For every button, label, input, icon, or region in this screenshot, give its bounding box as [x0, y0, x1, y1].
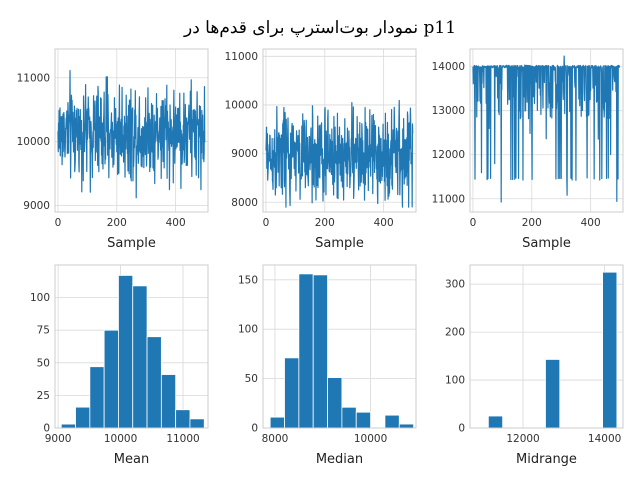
y-tick-label: 100 — [30, 292, 50, 304]
y-tick-label: 300 — [445, 279, 465, 291]
histogram-bar — [398, 423, 415, 429]
y-tick-label: 8000 — [231, 197, 258, 209]
histogram-bar — [341, 406, 357, 429]
histogram-bar — [175, 409, 191, 429]
histogram-bar — [146, 336, 162, 429]
axes-frame — [262, 264, 417, 429]
y-tick-label: 13000 — [432, 105, 465, 117]
y-tick-label: 9000 — [23, 200, 50, 212]
subplot-3: 0 200 400 11000 12000 13000 14000 Sample — [432, 48, 624, 251]
axes-frame — [262, 48, 417, 213]
axes-frame — [54, 48, 209, 213]
series-line — [472, 55, 621, 203]
histogram-bar — [189, 418, 205, 429]
y-tick-label: 9000 — [231, 148, 258, 160]
series-line — [265, 99, 414, 208]
x-tick-label: 11000 — [166, 433, 199, 445]
y-tick-label: 150 — [238, 274, 258, 286]
axes-frame — [54, 264, 209, 429]
y-tick-label: 100 — [445, 375, 465, 387]
histogram-bar — [89, 366, 105, 429]
x-tick-label: 14000 — [588, 433, 621, 445]
y-tick-label: 14000 — [432, 61, 465, 73]
histogram-bar — [75, 406, 91, 429]
y-tick-label: 0 — [251, 423, 258, 435]
x-tick-label: 400 — [166, 217, 186, 229]
x-tick-label: 400 — [581, 217, 601, 229]
histogram-bar — [160, 374, 177, 429]
subplot-4: 9000 10000 11000 0 25 50 75 100 Mean — [30, 264, 209, 467]
x-tick-label: 0 — [470, 217, 477, 229]
y-tick-label: 10000 — [225, 99, 258, 111]
x-tick-label: 200 — [315, 217, 335, 229]
histogram-bar — [545, 359, 561, 429]
subplot-5: 8000 10000 0 50 100 150 Median — [238, 264, 417, 467]
histogram-bar — [312, 274, 328, 429]
x-tick-label: 12000 — [506, 433, 539, 445]
y-tick-label: 11000 — [225, 51, 258, 63]
x-tick-label: 10000 — [104, 433, 137, 445]
x-axis-label: Midrange — [516, 452, 577, 467]
x-tick-label: 400 — [374, 217, 394, 229]
histogram-bar — [487, 415, 504, 429]
histogram-bar — [298, 273, 314, 429]
axes-frame — [469, 264, 624, 429]
subplot-2: 0 200 400 8000 9000 10000 11000 Sample — [225, 48, 417, 251]
histogram-bar — [355, 411, 371, 429]
x-tick-label: 10000 — [354, 433, 387, 445]
y-tick-label: 0 — [458, 423, 465, 435]
series-line — [57, 69, 206, 199]
histogram-bar — [602, 271, 618, 429]
histogram-bar — [103, 329, 119, 429]
y-tick-label: 11000 — [17, 72, 50, 84]
y-tick-label: 50 — [37, 357, 50, 369]
y-tick-label: 100 — [238, 324, 258, 336]
x-tick-label: 200 — [522, 217, 542, 229]
y-tick-label: 12000 — [432, 149, 465, 161]
y-tick-label: 10000 — [17, 136, 50, 148]
x-tick-label: 8000 — [262, 433, 289, 445]
subplot-1: 0 200 400 9000 10000 11000 Sample — [17, 48, 209, 251]
histogram-bar — [327, 377, 343, 429]
x-axis-label: Sample — [315, 236, 364, 251]
x-axis-label: Sample — [522, 236, 571, 251]
y-tick-label: 0 — [43, 423, 50, 435]
y-tick-label: 11000 — [432, 193, 465, 205]
x-axis-label: Sample — [107, 236, 156, 251]
x-tick-label: 0 — [55, 217, 62, 229]
x-tick-label: 9000 — [45, 433, 72, 445]
histogram-bar — [284, 357, 300, 429]
y-tick-label: 200 — [445, 327, 465, 339]
axes-frame — [469, 48, 624, 213]
figure-title: نمودار بوت‌استرپ برای قدم‌ها در p11 — [183, 18, 457, 38]
histogram-bar — [132, 285, 148, 429]
x-tick-label: 200 — [107, 217, 127, 229]
x-axis-label: Mean — [114, 452, 149, 467]
histogram-bar — [269, 416, 285, 429]
subplot-6: 12000 14000 0 100 200 300 Midrange — [445, 264, 624, 467]
y-tick-label: 75 — [37, 325, 50, 337]
x-axis-label: Median — [316, 452, 363, 467]
histogram-bar — [118, 275, 134, 429]
histogram-bar — [384, 414, 400, 429]
y-tick-label: 25 — [37, 390, 50, 402]
x-tick-label: 0 — [263, 217, 270, 229]
histogram-bar — [60, 423, 76, 429]
y-tick-label: 50 — [245, 373, 258, 385]
